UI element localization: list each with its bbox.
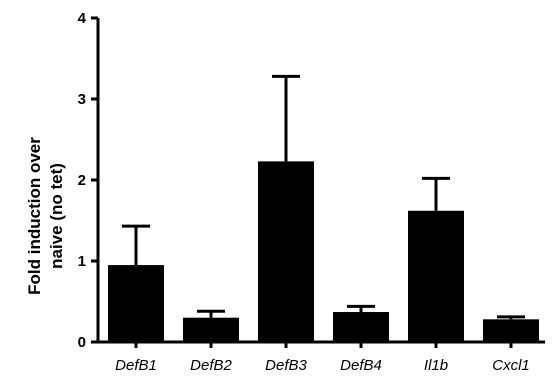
- y-axis: 0 1 2 3 4: [78, 10, 100, 351]
- y-tick-label-4: 4: [78, 10, 87, 27]
- y-axis-title-line-1: Fold induction over: [25, 137, 44, 295]
- bar-defb1: [108, 265, 164, 342]
- x-tick-label-cxcl1: Cxcl1: [492, 357, 530, 374]
- x-tick-label-il1b: Il1b: [424, 357, 448, 374]
- x-axis: DefB1 DefB2 DefB3 DefB4 Il1b Cxcl1: [97, 340, 545, 374]
- y-tick-label-3: 3: [78, 91, 86, 108]
- x-tick-label-defb2: DefB2: [190, 357, 232, 374]
- x-tick-label-defb1: DefB1: [115, 357, 157, 374]
- bars: [108, 161, 539, 342]
- bar-defb4: [333, 312, 389, 342]
- y-axis-title: Fold induction over naive (no tet): [25, 137, 66, 295]
- y-tick-label-0: 0: [78, 334, 86, 351]
- bar-defb2: [183, 317, 239, 342]
- x-tick-label-defb4: DefB4: [340, 357, 382, 374]
- bar-cxcl1: [483, 319, 539, 342]
- bar-il1b: [408, 210, 464, 342]
- y-tick-label-2: 2: [78, 172, 86, 189]
- x-tick-label-defb3: DefB3: [265, 357, 307, 374]
- error-bars: [122, 74, 525, 320]
- bar-defb3: [258, 161, 314, 342]
- y-tick-label-1: 1: [78, 253, 86, 270]
- y-axis-title-line-2: naive (no tet): [47, 163, 66, 269]
